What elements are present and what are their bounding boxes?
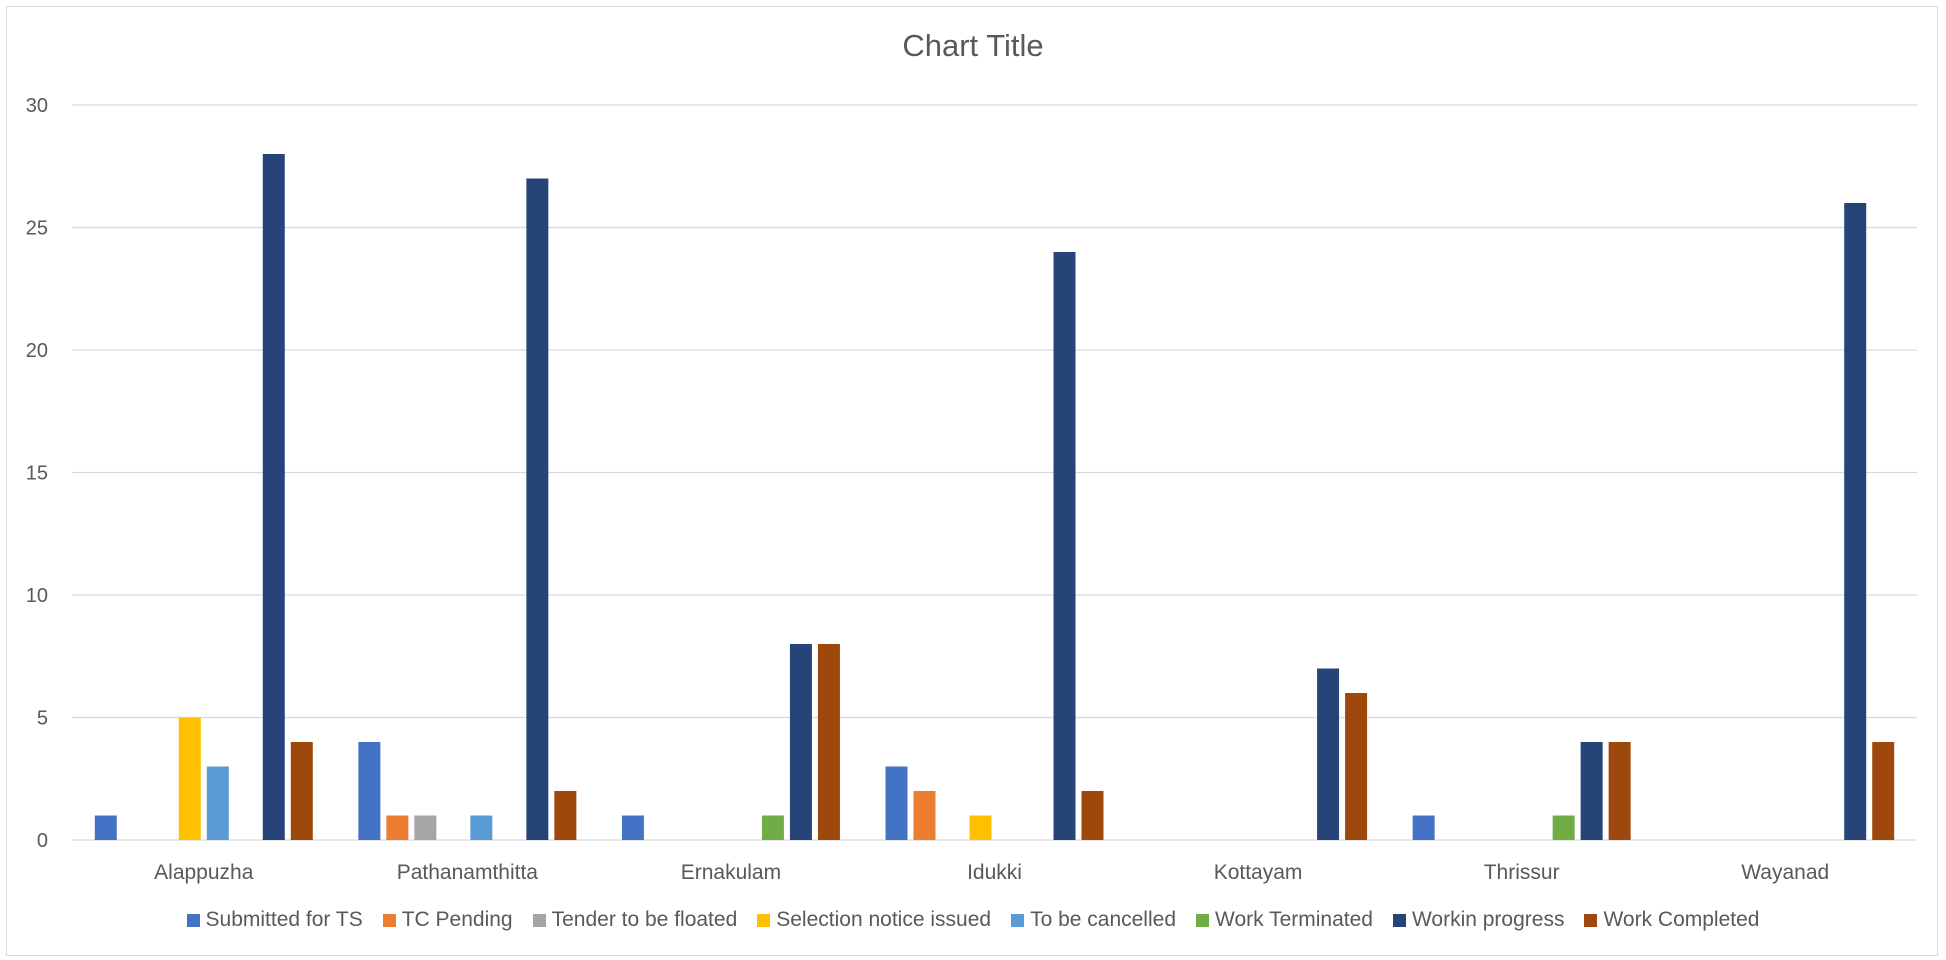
bar <box>1844 203 1867 840</box>
y-tick-label: 0 <box>37 830 48 852</box>
bar <box>789 644 812 840</box>
bar <box>969 815 992 840</box>
legend-label: Work Completed <box>1603 908 1760 931</box>
bar <box>817 644 840 840</box>
bar <box>206 766 229 840</box>
bar <box>178 717 201 840</box>
legend-label: Selection notice issued <box>776 908 992 931</box>
bar <box>761 815 784 840</box>
legend-item: TC Pending <box>382 908 513 932</box>
bar <box>1317 668 1340 840</box>
bar <box>554 791 577 840</box>
bar <box>1345 693 1368 840</box>
legend-item: Work Terminated <box>1196 908 1373 932</box>
bar <box>1412 815 1435 840</box>
bar <box>290 742 313 840</box>
chart-legend: Submitted for TS TC Pending Tender to be f… <box>0 908 1946 932</box>
bar <box>386 815 409 840</box>
legend-label: Tender to be floated <box>551 908 738 931</box>
bar <box>1552 815 1575 840</box>
x-tick-label: Pathanamthitta <box>397 861 539 884</box>
chart-title: Chart Title <box>902 28 1044 63</box>
x-tick-label: Idukki <box>967 861 1022 884</box>
x-tick-label: Kottayam <box>1214 861 1303 884</box>
y-tick-label: 20 <box>26 340 48 362</box>
legend-swatch <box>382 913 396 927</box>
legend-label: Work Terminated <box>1215 908 1373 931</box>
legend-swatch <box>1011 913 1025 927</box>
legend-swatch <box>186 913 200 927</box>
y-tick-label: 30 <box>26 95 48 117</box>
legend-label: To be cancelled <box>1030 908 1176 931</box>
legend-label: Workin progress <box>1411 908 1565 931</box>
legend-label: TC Pending <box>401 908 513 931</box>
bar <box>262 154 285 840</box>
legend-label: Submitted for TS <box>205 908 363 931</box>
bar <box>358 742 381 840</box>
bar <box>414 815 437 840</box>
legend-item: Work Completed <box>1584 908 1759 932</box>
legend-item: Workin progress <box>1392 908 1565 932</box>
legend-swatch <box>532 913 546 927</box>
y-tick-label: 5 <box>37 708 48 730</box>
bar <box>94 815 117 840</box>
legend-item: Selection notice issued <box>757 908 991 932</box>
legend-item: Tender to be floated <box>532 908 738 932</box>
bar <box>885 766 908 840</box>
legend-swatch <box>1584 913 1598 927</box>
bar <box>526 178 549 840</box>
bar <box>913 791 936 840</box>
legend-swatch <box>1392 913 1406 927</box>
bar <box>621 815 644 840</box>
y-tick-label: 10 <box>26 585 48 607</box>
x-tick-label: Wayanad <box>1741 861 1829 884</box>
legend-item: Submitted for TS <box>186 908 363 932</box>
legend-swatch <box>1196 913 1209 927</box>
bar <box>1081 791 1104 840</box>
x-tick-label: Thrissur <box>1484 861 1560 884</box>
y-tick-label: 15 <box>26 463 48 485</box>
y-tick-label: 25 <box>26 218 48 240</box>
legend-swatch <box>757 913 771 927</box>
x-tick-label: Ernakulam <box>681 861 781 884</box>
bar <box>470 815 493 840</box>
x-tick-label: Alappuzha <box>154 861 254 884</box>
legend-item: To be cancelled <box>1011 908 1176 932</box>
bar <box>1053 252 1076 840</box>
bar <box>1580 742 1603 840</box>
bar <box>1608 742 1631 840</box>
bar <box>1872 742 1895 840</box>
